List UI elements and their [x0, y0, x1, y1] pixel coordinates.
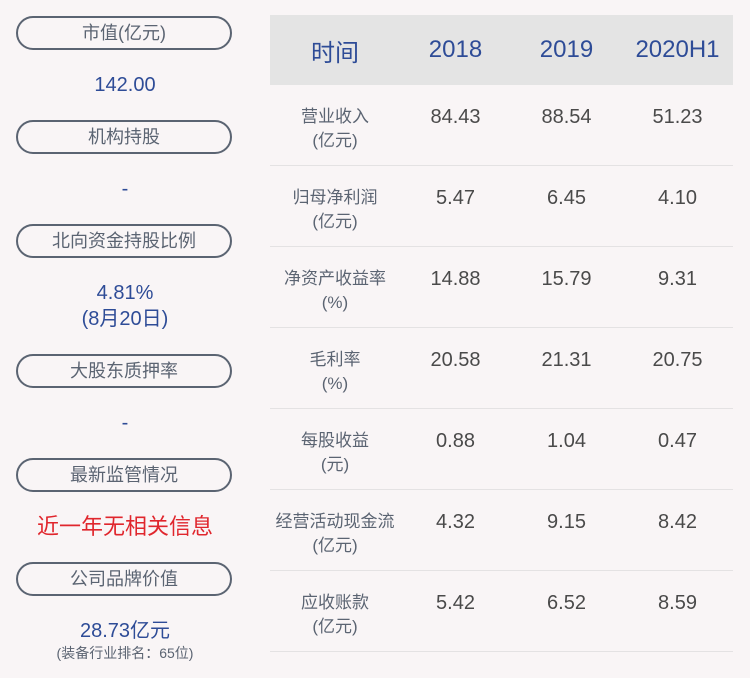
cell-value: 4.10	[658, 187, 697, 209]
metric-unit: (亿元)	[312, 536, 358, 555]
metric-name: 净资产收益率	[284, 269, 386, 288]
metric-name: 归母净利润	[292, 188, 378, 207]
cell-value: 0.88	[436, 430, 475, 452]
pledge-ratio-value: -	[121, 412, 129, 434]
cell-value: 84.43	[430, 106, 481, 128]
table-row: 毛利率 (%) 20.58 21.31 20.75	[270, 328, 733, 409]
financial-table: 时间 2018 2019 2020H1 营业收入 (亿元) 84.43 88.54…	[270, 15, 733, 652]
table-row: 经营活动现金流 (亿元) 4.32 9.15 8.42	[270, 490, 733, 571]
row-label: 每股收益 (元)	[270, 409, 400, 477]
metric-name: 营业收入	[301, 107, 369, 126]
metric-name: 毛利率	[309, 350, 361, 369]
cell-value: 9.15	[547, 511, 586, 533]
cell-value: 8.59	[658, 592, 697, 614]
metric-unit: (亿元)	[312, 131, 358, 150]
cell-value: 1.04	[547, 430, 586, 452]
market-cap-label: 市值(亿元)	[16, 16, 232, 50]
row-label: 归母净利润 (亿元)	[270, 166, 400, 234]
metric-unit: (元)	[320, 455, 350, 474]
cell-value: 15.79	[541, 268, 592, 290]
cell-value: 21.31	[541, 349, 592, 371]
header-2019: 2019	[539, 36, 594, 63]
row-label: 应收账款 (亿元)	[270, 571, 400, 639]
cell-value: 20.75	[652, 349, 703, 371]
cell-value: 0.47	[658, 430, 697, 452]
table-row: 归母净利润 (亿元) 5.47 6.45 4.10	[270, 166, 733, 247]
brand-value-label: 公司品牌价值	[16, 562, 232, 596]
cell-value: 5.42	[436, 592, 475, 614]
table-row: 净资产收益率 (%) 14.88 15.79 9.31	[270, 247, 733, 328]
pledge-ratio-label: 大股东质押率	[16, 354, 232, 388]
row-label: 毛利率 (%)	[270, 328, 400, 396]
cell-value: 88.54	[541, 106, 592, 128]
brand-value-rank: (装备行业排名：65位)	[56, 645, 194, 661]
cell-value: 14.88	[430, 268, 481, 290]
cell-value: 6.52	[547, 592, 586, 614]
regulatory-status-label: 最新监管情况	[16, 458, 232, 492]
table-header: 时间 2018 2019 2020H1	[270, 15, 733, 85]
cell-value: 4.32	[436, 511, 475, 533]
metric-unit: (亿元)	[312, 212, 358, 231]
cell-value: 9.31	[658, 268, 697, 290]
cell-value: 6.45	[547, 187, 586, 209]
institutional-holding-value: -	[121, 178, 129, 200]
cell-value: 51.23	[652, 106, 703, 128]
brand-value-value: 28.73亿元	[79, 620, 171, 642]
metric-unit: (亿元)	[312, 617, 358, 636]
cell-value: 8.42	[658, 511, 697, 533]
regulatory-status-value: 近一年无相关信息	[36, 514, 213, 539]
row-label: 净资产收益率 (%)	[270, 247, 400, 315]
header-time: 时间	[311, 39, 359, 67]
metric-name: 应收账款	[301, 593, 369, 612]
table-row: 应收账款 (亿元) 5.42 6.52 8.59	[270, 571, 733, 652]
metric-unit: (%)	[321, 293, 349, 312]
cell-value: 20.58	[430, 349, 481, 371]
row-label: 经营活动现金流 (亿元)	[270, 490, 400, 558]
market-cap-value: 142.00	[94, 74, 156, 96]
northbound-holding-value: 4.81%	[96, 282, 154, 304]
metric-name: 经营活动现金流	[275, 512, 395, 531]
northbound-holding-label: 北向资金持股比例	[16, 224, 232, 258]
table-row: 每股收益 (元) 0.88 1.04 0.47	[270, 409, 733, 490]
header-2020h1: 2020H1	[635, 36, 720, 63]
header-2018: 2018	[428, 36, 483, 63]
northbound-holding-date: (8月20日)	[81, 308, 169, 330]
row-label: 营业收入 (亿元)	[270, 85, 400, 153]
cell-value: 5.47	[436, 187, 475, 209]
metric-unit: (%)	[321, 374, 349, 393]
metric-name: 每股收益	[301, 431, 369, 450]
institutional-holding-label: 机构持股	[16, 120, 232, 154]
table-row: 营业收入 (亿元) 84.43 88.54 51.23	[270, 85, 733, 166]
